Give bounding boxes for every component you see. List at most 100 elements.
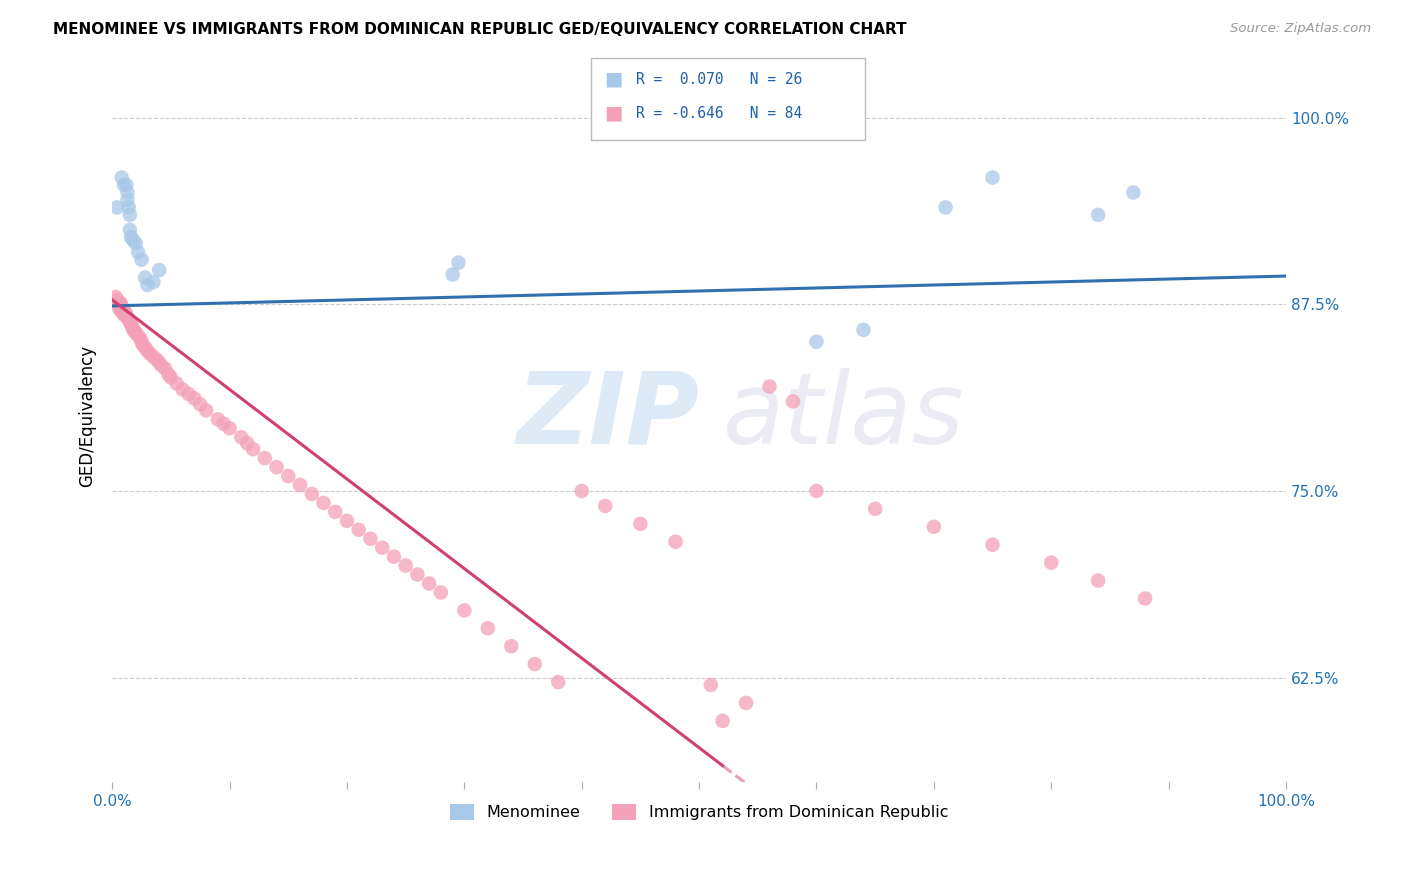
Point bbox=[125, 236, 148, 251]
Point bbox=[312, 496, 335, 510]
Point bbox=[430, 585, 453, 599]
Point bbox=[288, 478, 311, 492]
Point bbox=[183, 392, 205, 406]
Point bbox=[129, 332, 152, 346]
Point bbox=[301, 487, 323, 501]
Point bbox=[523, 657, 546, 672]
Point bbox=[359, 532, 381, 546]
Point bbox=[665, 534, 688, 549]
Point bbox=[134, 341, 156, 355]
Point bbox=[111, 305, 134, 319]
Point bbox=[735, 696, 758, 710]
Point bbox=[212, 417, 235, 431]
Point bbox=[231, 430, 253, 444]
Point bbox=[477, 621, 499, 635]
Point bbox=[142, 350, 165, 364]
Text: ZIP: ZIP bbox=[516, 368, 699, 465]
Point bbox=[110, 296, 132, 310]
Point bbox=[105, 293, 128, 307]
Point bbox=[160, 370, 183, 384]
Point bbox=[131, 334, 153, 349]
Point bbox=[134, 270, 156, 285]
Point bbox=[406, 567, 429, 582]
Point bbox=[108, 301, 131, 316]
Point bbox=[1087, 574, 1109, 588]
Point bbox=[806, 483, 828, 498]
Point bbox=[172, 383, 194, 397]
Point bbox=[1040, 556, 1063, 570]
Point bbox=[118, 315, 141, 329]
Point bbox=[628, 516, 651, 531]
Point bbox=[711, 714, 734, 728]
Text: ■: ■ bbox=[605, 70, 623, 89]
Point bbox=[852, 323, 875, 337]
Point bbox=[922, 520, 945, 534]
Point bbox=[117, 193, 139, 207]
Text: R = -0.646   N = 84: R = -0.646 N = 84 bbox=[636, 106, 801, 120]
Point bbox=[118, 208, 141, 222]
Point bbox=[266, 460, 288, 475]
Point bbox=[127, 328, 149, 343]
Point bbox=[336, 514, 359, 528]
Point bbox=[108, 296, 131, 310]
Point bbox=[758, 379, 780, 393]
Point bbox=[148, 356, 170, 370]
Point bbox=[115, 308, 138, 322]
Point bbox=[253, 451, 276, 466]
Point bbox=[935, 201, 957, 215]
Point bbox=[242, 442, 264, 457]
Point bbox=[207, 412, 229, 426]
Point bbox=[118, 223, 141, 237]
Y-axis label: GED/Equivalency: GED/Equivalency bbox=[79, 345, 96, 487]
Point bbox=[547, 675, 569, 690]
Point bbox=[153, 361, 176, 376]
Point bbox=[120, 317, 142, 331]
Legend: Menominee, Immigrants from Dominican Republic: Menominee, Immigrants from Dominican Rep… bbox=[443, 797, 955, 827]
Point bbox=[593, 499, 616, 513]
Point bbox=[148, 263, 170, 277]
Point bbox=[806, 334, 828, 349]
Point bbox=[142, 275, 165, 289]
Point bbox=[188, 397, 211, 411]
Point bbox=[117, 310, 139, 325]
Point bbox=[131, 252, 153, 267]
Point bbox=[1087, 208, 1109, 222]
Point bbox=[277, 469, 299, 483]
Point bbox=[1122, 186, 1144, 200]
Point bbox=[323, 505, 346, 519]
Point bbox=[111, 301, 134, 316]
Point bbox=[441, 268, 464, 282]
Text: R =  0.070   N = 26: R = 0.070 N = 26 bbox=[636, 72, 801, 87]
Point bbox=[981, 170, 1004, 185]
Point bbox=[114, 305, 136, 319]
Point bbox=[112, 308, 135, 322]
Text: ■: ■ bbox=[605, 103, 623, 123]
Point bbox=[121, 319, 143, 334]
Point bbox=[122, 323, 145, 337]
Point bbox=[371, 541, 394, 555]
Point bbox=[157, 368, 180, 382]
Point bbox=[782, 394, 804, 409]
Point bbox=[700, 678, 723, 692]
Point bbox=[146, 352, 169, 367]
Point bbox=[418, 576, 440, 591]
Point bbox=[125, 326, 148, 340]
Point bbox=[124, 324, 146, 338]
Point bbox=[150, 359, 173, 373]
Point bbox=[127, 245, 149, 260]
Text: Source: ZipAtlas.com: Source: ZipAtlas.com bbox=[1230, 22, 1371, 36]
Point bbox=[136, 278, 159, 293]
Point bbox=[501, 639, 523, 653]
Point bbox=[236, 436, 259, 450]
Point bbox=[132, 337, 155, 351]
Point bbox=[347, 523, 370, 537]
Point bbox=[382, 549, 405, 564]
Point bbox=[571, 483, 593, 498]
Point bbox=[395, 558, 418, 573]
Point bbox=[115, 178, 138, 192]
Text: MENOMINEE VS IMMIGRANTS FROM DOMINICAN REPUBLIC GED/EQUIVALENCY CORRELATION CHAR: MENOMINEE VS IMMIGRANTS FROM DOMINICAN R… bbox=[53, 22, 907, 37]
Point bbox=[118, 312, 141, 326]
Point bbox=[122, 233, 145, 247]
Point bbox=[112, 305, 135, 319]
Point bbox=[111, 299, 134, 313]
